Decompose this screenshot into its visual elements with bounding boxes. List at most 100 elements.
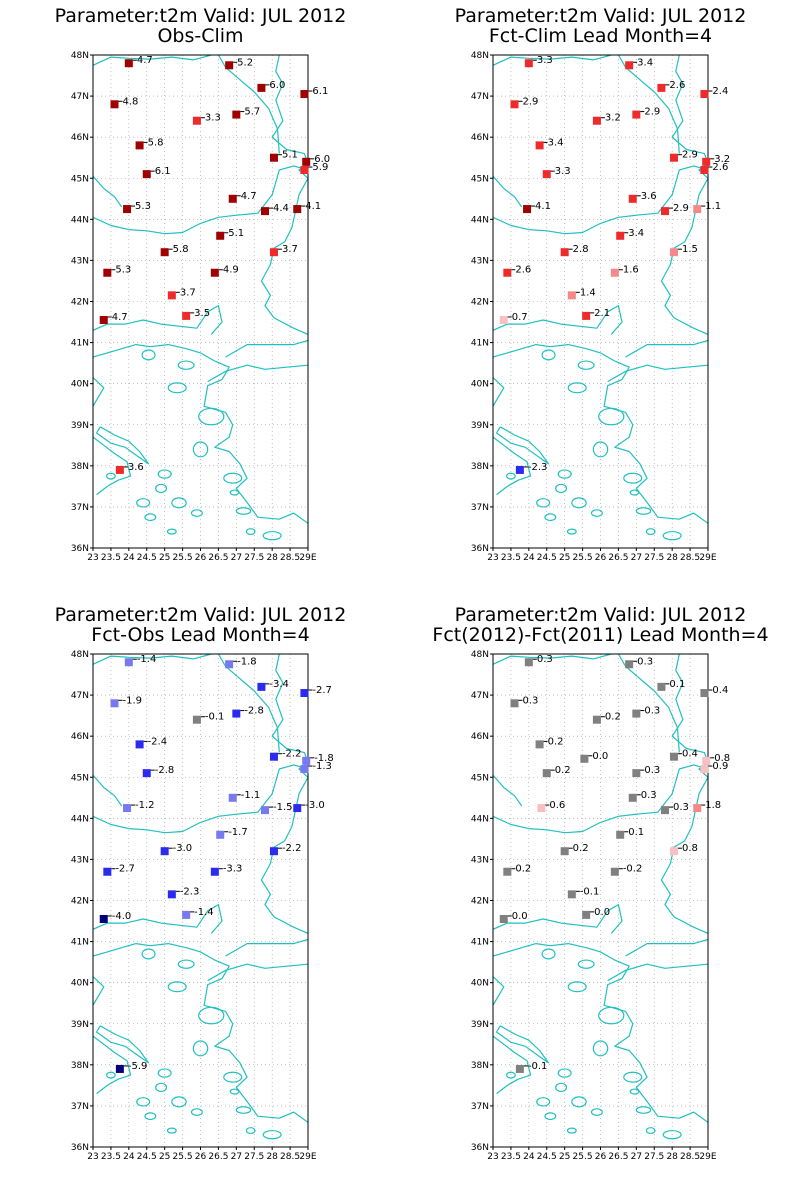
- x-tick-label: 27.5: [644, 1152, 664, 1162]
- station-marker: [115, 465, 124, 474]
- y-tick-label: 40N: [471, 979, 489, 989]
- x-tick-label: 28.5: [280, 553, 300, 563]
- coastline: [93, 55, 212, 66]
- station-marker: [160, 847, 169, 856]
- island-outline: [571, 497, 587, 509]
- coastline: [93, 976, 105, 1007]
- coastline: [260, 654, 308, 934]
- station-marker: [210, 268, 219, 277]
- station-marker: [582, 910, 591, 919]
- y-tick-label: 45N: [71, 773, 89, 783]
- station-marker: [269, 847, 278, 856]
- island-outline: [144, 1112, 157, 1121]
- y-tick-label: 46N: [71, 133, 89, 143]
- station-marker: [700, 765, 709, 774]
- x-tick-label: 26.5: [208, 1152, 228, 1162]
- island-outline: [157, 1068, 172, 1078]
- station-value-label: 4.7: [241, 191, 257, 202]
- station-marker: [702, 157, 711, 166]
- y-tick-label: 47N: [71, 92, 89, 102]
- island-outline: [557, 1068, 572, 1078]
- island-outline: [235, 1106, 252, 1114]
- station-marker: [99, 315, 108, 324]
- station-marker: [503, 867, 512, 876]
- station-value-label: 3.2: [714, 154, 730, 165]
- island-outline: [590, 509, 603, 517]
- station-marker: [592, 715, 601, 724]
- y-tick-label: 44N: [471, 814, 489, 824]
- x-tick-label: 24: [523, 553, 535, 563]
- island-outline: [645, 528, 656, 536]
- coastline: [207, 963, 308, 982]
- y-tick-label: 39N: [471, 421, 489, 431]
- map-area: [493, 55, 708, 548]
- x-tick-label: 24: [123, 1152, 135, 1162]
- island-outline: [177, 360, 195, 370]
- station-marker: [293, 205, 302, 214]
- coastline: [225, 938, 308, 957]
- island-outline: [536, 1097, 551, 1107]
- map-area: [93, 55, 308, 548]
- station-value-label: 3.3: [537, 55, 553, 66]
- island-outline: [229, 489, 240, 496]
- island-outline: [245, 1127, 256, 1135]
- station-marker: [616, 830, 625, 839]
- station-marker: [269, 153, 278, 162]
- station-value-label: 0.4: [712, 685, 728, 696]
- station-marker: [628, 194, 637, 203]
- coastline: [93, 377, 105, 408]
- station-marker: [210, 867, 219, 876]
- station-value-label: -1.7: [228, 827, 248, 838]
- island-outline: [555, 483, 568, 494]
- station-value-label: -0.1: [528, 1061, 548, 1072]
- island-outline: [192, 1040, 209, 1057]
- station-value-label: 0.3: [537, 654, 553, 665]
- y-tick-label: 43N: [471, 256, 489, 266]
- coastline: [493, 1035, 532, 1095]
- y-tick-label: 40N: [471, 380, 489, 390]
- coastline: [93, 344, 308, 524]
- y-tick-label: 37N: [471, 503, 489, 513]
- station-value-label: 0.6: [549, 800, 565, 811]
- panel-title: Parameter:t2m Valid: JUL 2012: [55, 5, 347, 27]
- island-outline: [567, 382, 587, 394]
- station-value-label: 0.2: [573, 843, 589, 854]
- station-marker: [580, 754, 589, 763]
- island-outline: [190, 1108, 203, 1116]
- x-tick-label: 27.5: [644, 553, 664, 563]
- island-outline: [506, 1071, 516, 1079]
- station-marker: [702, 756, 711, 765]
- station-marker: [110, 699, 119, 708]
- x-tick-label: 23.5: [501, 1152, 521, 1162]
- station-marker: [103, 867, 112, 876]
- y-tick-label: 42N: [71, 298, 89, 308]
- station-marker: [232, 709, 241, 718]
- station-value-label: -1.4: [137, 654, 157, 665]
- x-tick-label: 29E: [299, 553, 316, 563]
- station-value-label: 2.1: [594, 308, 610, 319]
- station-value-label: -1.8: [237, 656, 257, 667]
- station-marker: [257, 682, 266, 691]
- coastline: [493, 175, 523, 208]
- island-outline: [106, 1071, 116, 1079]
- coastline: [93, 654, 212, 665]
- station-marker: [628, 793, 637, 802]
- x-tick-label: 26: [195, 1152, 207, 1162]
- station-value-label: 2.9: [673, 203, 689, 214]
- island-outline: [198, 407, 225, 426]
- map-area: [493, 654, 708, 1147]
- station-marker: [523, 205, 532, 214]
- station-value-label: 3.4: [548, 137, 564, 148]
- station-value-label: -2.4: [148, 736, 168, 747]
- x-tick-label: 29E: [699, 553, 716, 563]
- x-tick-label: 25: [159, 1152, 170, 1162]
- station-marker: [261, 207, 269, 216]
- station-marker: [560, 248, 569, 257]
- island-outline: [623, 472, 643, 484]
- station-marker: [524, 658, 533, 667]
- station-marker: [300, 765, 309, 774]
- station-value-label: -1.1: [241, 790, 261, 801]
- coastline: [93, 305, 223, 335]
- y-tick-label: 43N: [471, 855, 489, 865]
